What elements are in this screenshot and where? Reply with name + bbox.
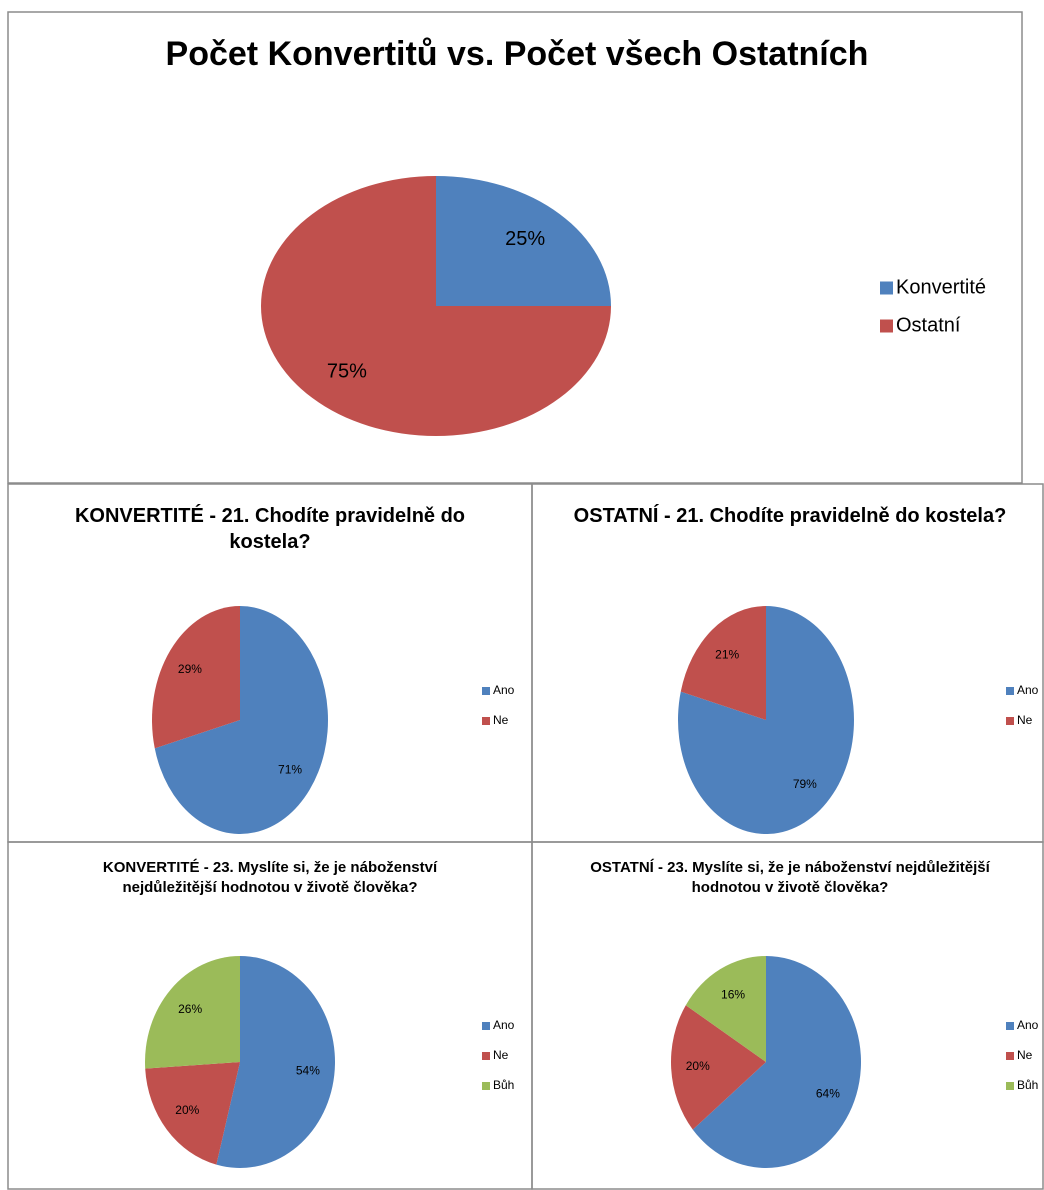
data-label: 21% bbox=[715, 647, 739, 661]
data-label: 16% bbox=[721, 987, 745, 1001]
chart-title: Počet Konvertitů vs. Počet všech Ostatní… bbox=[165, 35, 869, 73]
pie-slice bbox=[261, 176, 611, 436]
pie-slice bbox=[436, 176, 611, 306]
chart-title: KONVERTITÉ - 21. Chodíte pravidelně do k… bbox=[74, 505, 466, 553]
chart-title: KONVERTITÉ - 23. Myslíte si, že je nábož… bbox=[102, 859, 438, 896]
pie-slice bbox=[145, 956, 240, 1069]
legend-label: Ano bbox=[1017, 683, 1039, 697]
pie-slice bbox=[216, 956, 336, 1168]
pie-slice bbox=[671, 1005, 766, 1130]
data-label: 20% bbox=[686, 1059, 710, 1073]
pie-slice bbox=[685, 956, 766, 1062]
panel-border bbox=[7, 11, 1023, 484]
panel-border bbox=[531, 841, 1044, 1190]
pie-slice bbox=[692, 955, 862, 1168]
legend-label: Ne bbox=[1017, 1048, 1033, 1062]
data-label: 25% bbox=[505, 228, 545, 250]
legend-swatch bbox=[482, 1082, 490, 1090]
data-label: 20% bbox=[175, 1103, 199, 1117]
data-label: 75% bbox=[327, 360, 367, 382]
data-label: 71% bbox=[278, 762, 302, 776]
pie-slice bbox=[680, 606, 766, 720]
legend-label: Ano bbox=[493, 1018, 515, 1032]
pie-slice bbox=[678, 606, 855, 834]
legend-swatch bbox=[880, 281, 893, 295]
legend-label: Ne bbox=[493, 1048, 509, 1062]
legend-label: Konvertité bbox=[896, 276, 986, 298]
legend-swatch bbox=[1006, 717, 1014, 725]
legend-swatch bbox=[482, 687, 490, 695]
legend-label: Ne bbox=[1017, 713, 1033, 727]
pie-slice bbox=[145, 1062, 240, 1165]
data-label: 26% bbox=[178, 1002, 202, 1016]
legend-swatch bbox=[1006, 1022, 1014, 1030]
legend-swatch bbox=[482, 717, 490, 725]
legend-label: Bůh bbox=[493, 1078, 514, 1092]
pie-slice bbox=[154, 606, 328, 835]
legend-label: Bůh bbox=[1017, 1078, 1038, 1092]
chart-title: OSTATNÍ - 23. Myslíte si, že je nábožens… bbox=[590, 859, 990, 896]
data-label: 64% bbox=[816, 1087, 840, 1101]
data-label: 29% bbox=[178, 662, 202, 676]
legend-label: Ano bbox=[493, 683, 515, 697]
data-label: 54% bbox=[296, 1064, 320, 1078]
legend-label: Ano bbox=[1017, 1018, 1039, 1032]
legend-swatch bbox=[482, 1022, 490, 1030]
legend-swatch bbox=[1006, 1082, 1014, 1090]
legend-swatch bbox=[1006, 1052, 1014, 1060]
legend-swatch bbox=[1006, 687, 1014, 695]
chart-title: OSTATNÍ - 21. Chodíte pravidelně do kost… bbox=[573, 505, 1007, 527]
legend-label: Ne bbox=[493, 713, 509, 727]
data-label: 79% bbox=[793, 777, 817, 791]
pie-slice bbox=[152, 606, 240, 749]
legend-label: Ostatní bbox=[896, 314, 961, 336]
legend-swatch bbox=[880, 319, 893, 333]
legend-swatch bbox=[482, 1052, 490, 1060]
